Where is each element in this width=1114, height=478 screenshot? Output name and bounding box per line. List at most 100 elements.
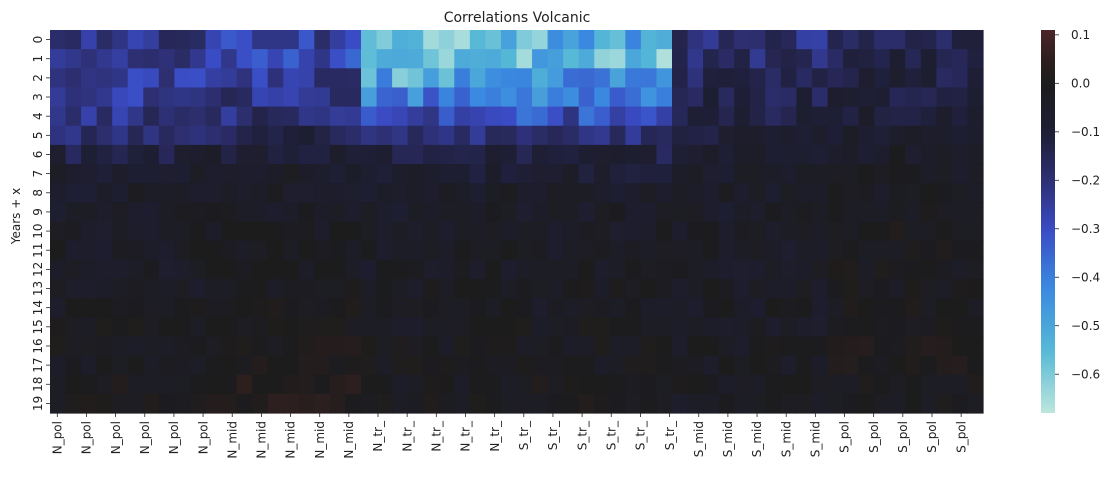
x-tick-label: S_mid [750, 421, 764, 457]
heatmap-cell [640, 106, 658, 127]
heatmap-cell [438, 317, 455, 337]
heatmap-cell [749, 240, 766, 261]
heatmap-cell [345, 355, 362, 376]
heatmap-cell [687, 164, 704, 184]
heatmap-cell [843, 240, 860, 261]
heatmap-cell [796, 278, 813, 299]
heatmap-cell [96, 336, 113, 357]
heatmap-cell [936, 336, 953, 357]
heatmap-cell [951, 278, 969, 299]
heatmap-cell [485, 49, 502, 69]
heatmap-cell [718, 278, 735, 299]
heatmap-cell [236, 393, 253, 414]
heatmap-cell [672, 240, 689, 261]
heatmap-cell [500, 221, 518, 242]
heatmap-cell [112, 106, 129, 127]
heatmap-cell [298, 278, 315, 299]
heatmap-cell [500, 393, 518, 414]
heatmap-cell [718, 259, 735, 280]
heatmap-cell [438, 336, 455, 357]
heatmap-cell [749, 87, 766, 108]
x-tick-label: N_tr_ [430, 420, 444, 452]
heatmap-cell [936, 30, 953, 50]
heatmap-cell [578, 106, 595, 127]
heatmap-cell [454, 317, 471, 337]
heatmap-cell [423, 125, 440, 146]
heatmap-cell [329, 317, 347, 337]
heatmap-cell [485, 393, 502, 414]
heatmap-cell [314, 202, 331, 223]
heatmap-cell [811, 240, 829, 261]
heatmap-cell [127, 336, 144, 357]
heatmap-cell [516, 317, 533, 337]
heatmap-cell [127, 202, 144, 223]
heatmap-cell [283, 240, 300, 261]
heatmap-cell [967, 183, 984, 203]
heatmap-cell [361, 278, 378, 299]
heatmap-cell [407, 106, 424, 127]
heatmap-cell [796, 144, 813, 165]
heatmap-cell [236, 374, 253, 395]
heatmap-cell [485, 183, 502, 203]
heatmap-cell [811, 68, 829, 89]
x-axis-ticks: N_pol N_pol N_pol N_pol N_pol N_pol N_mid N_mid… [50, 413, 968, 459]
heatmap-cell [547, 68, 564, 89]
heatmap-cell [423, 144, 440, 165]
heatmap-cell [376, 317, 393, 337]
heatmap-cell [81, 144, 98, 165]
heatmap-cell [314, 68, 331, 89]
heatmap-cell [252, 87, 269, 108]
heatmap-cell [594, 336, 611, 357]
heatmap-cell [858, 374, 875, 395]
heatmap-cell [563, 164, 580, 184]
heatmap-cell [827, 68, 844, 89]
heatmap-cell [516, 355, 533, 376]
heatmap-cell [376, 183, 393, 203]
heatmap-cell [500, 374, 518, 395]
heatmap-cell [609, 317, 626, 337]
heatmap-cell [532, 221, 549, 242]
heatmap-cell [267, 49, 284, 69]
heatmap-cell [81, 259, 98, 280]
heatmap-cell [547, 49, 564, 69]
heatmap-cell [65, 221, 82, 242]
heatmap-cell [967, 317, 984, 337]
heatmap-cell [50, 221, 67, 242]
heatmap-cell [314, 298, 331, 318]
heatmap-cell [718, 30, 735, 50]
heatmap-cell [376, 202, 393, 223]
heatmap-cell [858, 144, 875, 165]
heatmap-cell [532, 259, 549, 280]
heatmap-cell [609, 49, 626, 69]
heatmap-cell [905, 68, 922, 89]
heatmap-cell [563, 202, 580, 223]
heatmap-cell [267, 87, 284, 108]
heatmap-cell [143, 125, 160, 146]
heatmap-cell [252, 374, 269, 395]
heatmap-cell [967, 144, 984, 165]
heatmap-cell [205, 298, 222, 318]
heatmap-cell [547, 183, 564, 203]
heatmap-cell [236, 144, 253, 165]
heatmap-cell [283, 355, 300, 376]
heatmap-cell [811, 221, 829, 242]
heatmap-cell [267, 144, 284, 165]
heatmap-cell [594, 49, 611, 69]
heatmap-cell [485, 259, 502, 280]
heatmap-cell [329, 30, 347, 50]
heatmap-cell [656, 240, 673, 261]
heatmap-cell [640, 164, 658, 184]
heatmap-cell [734, 202, 751, 223]
heatmap-cell [329, 49, 347, 69]
heatmap-cell [858, 49, 875, 69]
heatmap-cell [469, 374, 486, 395]
heatmap-cell [967, 49, 984, 69]
heatmap-cell [516, 336, 533, 357]
heatmap-cell [905, 393, 922, 414]
heatmap-cell [858, 30, 875, 50]
heatmap-cell [112, 164, 129, 184]
heatmap-cell [345, 183, 362, 203]
heatmap-cell [547, 202, 564, 223]
heatmap-cell [578, 336, 595, 357]
heatmap-cell [127, 278, 144, 299]
